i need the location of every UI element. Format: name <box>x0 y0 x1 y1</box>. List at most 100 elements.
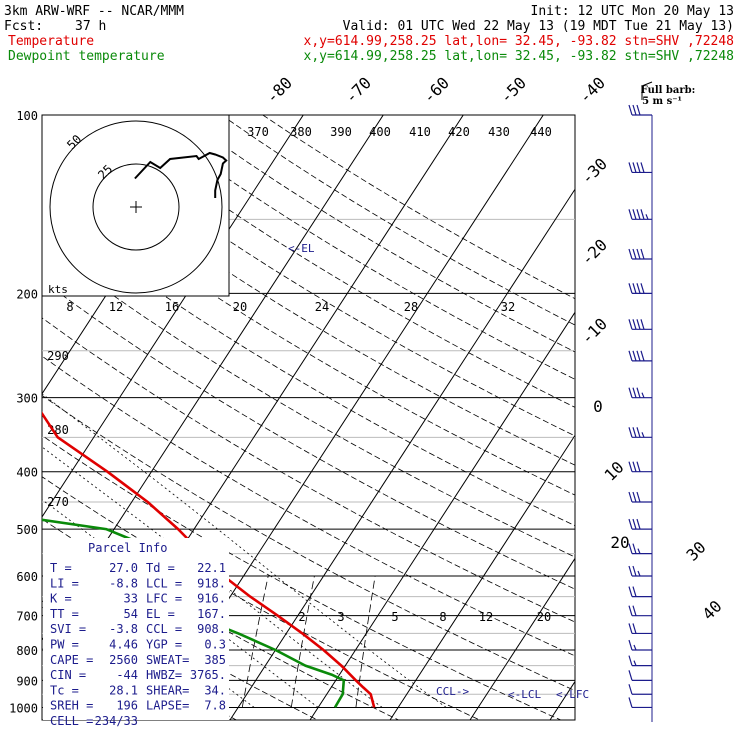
wind-barb <box>628 350 652 362</box>
wind-barb-feather <box>636 350 641 362</box>
dry-adiabat <box>42 355 575 657</box>
parcel-info-value: 918. <box>197 576 226 590</box>
isotherm-label: -60 <box>419 73 453 107</box>
temperature-location: x,y=614.99,258.25 lat,lon= 32.45, -93.82… <box>304 34 734 49</box>
parcel-info-key: LI = <box>50 576 79 590</box>
parcel-info-key: CIN = <box>50 668 86 682</box>
wind-barb <box>628 655 652 667</box>
wind-barb-feather <box>640 209 645 220</box>
sounding-profiles <box>42 411 376 709</box>
mixing-ratio-label: 5 <box>391 610 398 624</box>
parcel-info-value: 7.8 <box>204 699 226 713</box>
barb-legend-value: 5 m s⁻¹ <box>642 96 682 107</box>
wind-barb <box>628 623 652 635</box>
isotherm-label: -20 <box>577 235 611 269</box>
isotherm-line <box>469 557 575 720</box>
header: 3km ARW-WRF -- NCAR/MMM Init: 12 UTC Mon… <box>4 4 734 64</box>
parcel-info-row: CIN = -44 HWBZ= 3765. <box>50 668 226 682</box>
barb-legend-feather <box>641 81 653 87</box>
wind-barb-feather <box>640 350 645 362</box>
level-annotation: CCL-> <box>436 685 469 698</box>
parcel-info-value: 34. <box>204 683 226 697</box>
wind-barb-feather <box>636 248 641 260</box>
mixing-ratio-top-label: 28 <box>404 300 418 314</box>
parcel-info-value: 27.0 <box>109 561 138 575</box>
wind-barb-feather <box>632 518 637 530</box>
pressure-tick-label: 300 <box>16 392 38 406</box>
wind-barb <box>628 248 652 260</box>
hodograph-ring-outer <box>49 120 223 294</box>
wind-barb <box>628 427 652 438</box>
parcel-info-key: SVI = <box>50 622 86 636</box>
wind-barb-feather <box>632 605 637 616</box>
isotherm-line <box>229 188 575 720</box>
dry-adiabat <box>42 137 575 466</box>
wind-barb-feather <box>628 162 633 173</box>
dry-adiabat <box>42 394 575 692</box>
wind-barb-feather <box>640 248 645 260</box>
isotherm-label: -50 <box>496 73 530 107</box>
dewpoint-legend-label: Dewpoint temperature <box>8 49 165 64</box>
wind-barb-half-feather <box>641 392 645 398</box>
pressure-tick-label: 100 <box>16 109 38 123</box>
theta-top-label: 420 <box>448 125 470 139</box>
parcel-info-value: 3765. <box>190 668 226 682</box>
wind-barb-half-feather <box>633 644 637 651</box>
dry-adiabat <box>96 115 575 408</box>
parcel-info-value: 22.1 <box>197 561 226 575</box>
wind-barb-feather <box>628 209 633 220</box>
parcel-info-key: YGP = <box>146 638 182 652</box>
init-time: Init: 12 UTC Mon 20 May 13 <box>531 4 735 19</box>
parcel-info-key: PW = <box>50 638 79 652</box>
wind-barbs <box>628 104 653 722</box>
isotherm-label: -10 <box>577 314 611 348</box>
wind-barb-feather <box>628 427 633 438</box>
isotherm-line <box>549 680 575 720</box>
wind-barb-feather <box>636 461 641 472</box>
parcel-info-value: 167. <box>197 607 226 621</box>
theta-top-label: 370 <box>247 125 269 139</box>
dewpoint-location: x,y=614.99,258.25 lat,lon= 32.45, -93.82… <box>304 49 734 64</box>
isotherm-label: -30 <box>577 154 611 188</box>
wind-barb-feather <box>636 491 641 503</box>
theta-top-label: 390 <box>330 125 352 139</box>
wind-barb <box>628 319 652 330</box>
pressure-tick-label: 500 <box>16 523 38 537</box>
theta-top-label: 380 <box>290 125 312 139</box>
forecast-hours: 37 h <box>75 19 106 34</box>
parcel-info-row: T = 27.0 Td = 22.1 <box>50 561 226 575</box>
wind-barb-feather <box>640 162 645 173</box>
wind-barb <box>628 670 652 681</box>
parcel-info-value: 916. <box>197 592 226 606</box>
dry-adiabat <box>42 171 575 496</box>
wind-barb-feather <box>632 248 637 260</box>
wind-barb-feather <box>632 104 637 116</box>
level-annotation: <-LFC <box>556 688 589 701</box>
parcel-info-key: CELL = <box>50 714 93 728</box>
wind-barb-feather <box>636 104 641 116</box>
wind-barb-half-feather <box>637 570 641 577</box>
wind-barb <box>628 684 652 695</box>
wind-barb-feather <box>628 586 633 597</box>
wind-barb <box>628 104 652 116</box>
mixing-ratio-top-label: 8 <box>66 300 73 314</box>
parcel-info-value: 0.3 <box>204 638 226 652</box>
mixing-ratio-label: 3 <box>337 610 344 624</box>
theta-left-label: 270 <box>47 495 69 509</box>
parcel-info-value: 908. <box>197 622 226 636</box>
mixing-ratio-top-label: 32 <box>501 300 515 314</box>
hodograph-trace <box>134 151 228 198</box>
parcel-info-key: LCL = <box>146 576 182 590</box>
wind-barb-feather <box>628 104 633 116</box>
valid-time: Valid: 01 UTC Wed 22 May 13 (19 MDT Tue … <box>343 19 734 34</box>
wind-barb-feather <box>632 623 637 634</box>
wind-barb-feather <box>632 565 637 577</box>
moist-adiabat <box>42 499 319 708</box>
parcel-info-row: PW = 4.46 YGP = 0.3 <box>50 638 226 652</box>
wind-barb-feather <box>632 427 637 438</box>
mixing-ratio-line <box>355 575 376 708</box>
wind-barb-feather <box>636 387 641 398</box>
parcel-info-row: SREH = 196 LAPSE= 7.8 <box>50 699 226 713</box>
wind-barb-feather <box>628 491 633 503</box>
moist-adiabat <box>42 393 447 708</box>
